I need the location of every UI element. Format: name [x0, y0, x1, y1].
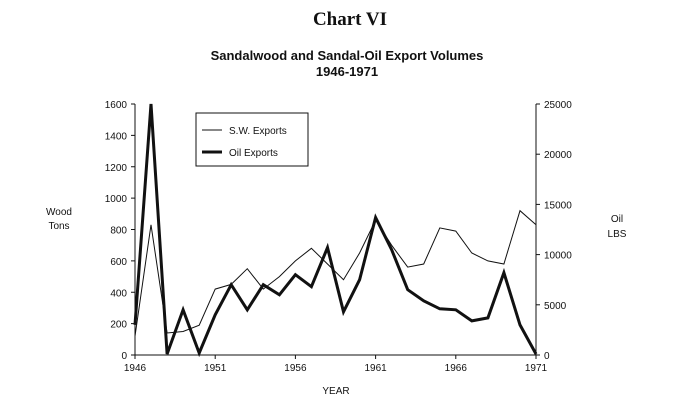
y-right-tick-label: 25000 — [544, 100, 572, 111]
x-tick-label: 1946 — [124, 363, 147, 374]
y-left-tick-label: 1200 — [105, 163, 128, 174]
y-left-label-line1: Wood — [46, 207, 72, 218]
chart-subtitle: 1946-1971 — [316, 64, 378, 79]
y-left-tick-label: 0 — [121, 351, 127, 362]
y-right-tick-label: 15000 — [544, 200, 572, 211]
y-left-tick-label: 1600 — [105, 100, 128, 111]
y-left-tick-label: 400 — [110, 288, 127, 299]
axes: 0 200 400 600 800 1000 1200 1400 1600 0 5000 10000 1… — [105, 100, 572, 374]
x-axis-label: YEAR — [322, 386, 349, 397]
y-right-tick-label: 10000 — [544, 251, 572, 262]
y-left-tick-label: 1400 — [105, 131, 128, 142]
series-layer — [133, 103, 538, 358]
legend: S.W. Exports Oil Exports — [195, 112, 309, 167]
y-left-label-line2: Tons — [48, 221, 69, 232]
x-tick-label: 1966 — [445, 363, 468, 374]
y-right-label-line1: Oil — [611, 214, 623, 225]
series-line-oil-exports — [133, 103, 538, 358]
legend-box — [195, 112, 309, 167]
x-tick-label: 1951 — [204, 363, 227, 374]
y-right-tick-label: 0 — [544, 351, 550, 362]
chart-title: Sandalwood and Sandal-Oil Export Volumes — [211, 48, 484, 63]
x-tick-label: 1971 — [525, 363, 548, 374]
legend-label-sw: S.W. Exports — [229, 126, 287, 137]
legend-label-oil: Oil Exports — [229, 148, 278, 159]
y-left-tick-label: 800 — [110, 226, 127, 237]
y-left-tick-label: 600 — [110, 257, 127, 268]
chart-heading: Chart VI — [313, 9, 387, 30]
y-right-tick-label: 20000 — [544, 150, 572, 161]
y-left-tick-label: 1000 — [105, 194, 128, 205]
x-tick-label: 1961 — [364, 363, 387, 374]
x-tick-label: 1956 — [284, 363, 307, 374]
y-right-tick-label: 5000 — [544, 301, 567, 312]
series-line-sw-exports — [134, 209, 537, 337]
y-left-tick-label: 200 — [110, 320, 127, 331]
y-right-label-line2: LBS — [608, 229, 627, 240]
